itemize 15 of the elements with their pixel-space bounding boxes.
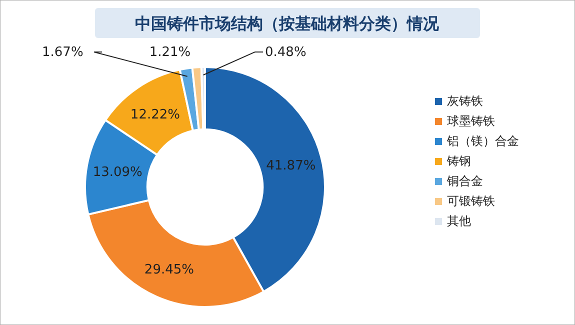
chart-title: 中国铸件市场结构（按基础材料分类）情况 [135,14,440,33]
legend-label: 可锻铸铁 [447,194,495,208]
data-label: 29.45% [144,262,194,278]
legend-label: 铜合金 [446,174,483,188]
data-label: 12.22% [130,107,180,122]
legend-label: 灰铸铁 [447,94,483,108]
legend-label: 球墨铸铁 [447,114,495,128]
legend-label: 铝（镁）合金 [446,134,519,148]
legend-label: 铸钢 [446,154,471,168]
legend-label: 其他 [447,214,471,228]
data-label: 1.67% [42,45,84,60]
data-label: 1.21% [149,45,191,60]
data-label: 41.87% [266,158,316,174]
data-label: 0.48% [265,45,306,60]
data-label: 13.09% [92,165,142,180]
